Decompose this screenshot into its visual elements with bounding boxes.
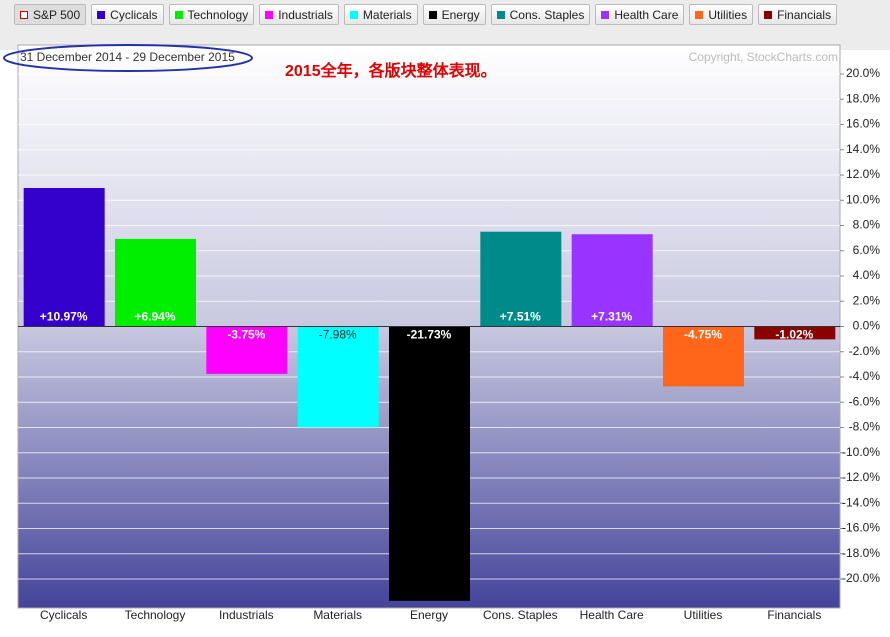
legend-swatch xyxy=(601,10,610,19)
legend-swatch xyxy=(349,10,358,19)
bar xyxy=(115,238,196,327)
highlight-ellipse xyxy=(3,44,253,72)
y-tick-label: 14.0% xyxy=(846,142,880,156)
legend-label: Cyclicals xyxy=(110,7,158,22)
x-tick-label: Financials xyxy=(767,608,821,622)
value-label: -21.73% xyxy=(407,328,452,342)
value-label: -4.75% xyxy=(684,328,722,342)
legend-label: Health Care xyxy=(614,7,679,22)
y-tick-label: -14.0% xyxy=(842,495,880,509)
bar xyxy=(571,234,653,327)
x-tick-label: Cons. Staples xyxy=(483,608,558,622)
y-tick-label: -12.0% xyxy=(842,470,880,484)
y-tick-label: -8.0% xyxy=(849,420,881,434)
bar xyxy=(663,326,744,387)
legend-swatch xyxy=(97,10,106,19)
x-tick-label: Utilities xyxy=(684,608,723,622)
x-tick-label: Technology xyxy=(125,608,186,622)
legend-button[interactable]: Industrials xyxy=(259,4,339,25)
legend-label: Energy xyxy=(441,7,480,22)
y-tick-label: -6.0% xyxy=(849,394,881,408)
benchmark-button[interactable]: S&P 500 xyxy=(14,4,87,25)
bar xyxy=(297,326,379,428)
y-tick-label: 10.0% xyxy=(846,192,880,206)
legend-label: Cons. Staples xyxy=(509,7,585,22)
y-tick-label: -4.0% xyxy=(849,369,881,383)
annotation: 2015全年，各版块整体表现。 xyxy=(285,61,497,80)
y-tick-label: -16.0% xyxy=(842,521,880,535)
legend-label: Financials xyxy=(777,7,832,22)
legend-label: Utilities xyxy=(708,7,748,22)
bar xyxy=(206,326,288,374)
y-tick-label: 0.0% xyxy=(853,319,881,333)
copyright: Copyright, StockCharts.com xyxy=(689,50,838,64)
bar xyxy=(754,326,836,340)
legend-swatch xyxy=(764,10,773,19)
legend-button[interactable]: Utilities xyxy=(689,4,754,25)
value-label: +7.31% xyxy=(591,310,632,324)
legend-swatch xyxy=(695,10,704,19)
legend-button[interactable]: Technology xyxy=(168,4,255,25)
y-tick-label: 16.0% xyxy=(846,117,880,131)
legend-swatch xyxy=(265,10,274,19)
y-tick-label: 12.0% xyxy=(846,167,880,181)
legend-label: Technology xyxy=(187,7,249,22)
y-tick-label: 8.0% xyxy=(853,218,881,232)
legend-swatch xyxy=(174,10,183,19)
y-tick-label: -20.0% xyxy=(842,571,880,585)
value-label: +10.97% xyxy=(40,310,88,324)
legend-label: Industrials xyxy=(278,7,333,22)
benchmark-label: S&P 500 xyxy=(33,7,81,22)
legend: S&P 500 Cyclicals Technology Industrials Ma… xyxy=(14,4,838,25)
legend-button[interactable]: Cyclicals xyxy=(91,4,164,25)
value-label: +6.94% xyxy=(134,310,175,324)
legend-button[interactable]: Energy xyxy=(422,4,486,25)
legend-button[interactable]: Materials xyxy=(343,4,418,25)
x-tick-label: Materials xyxy=(313,608,362,622)
y-tick-label: 18.0% xyxy=(846,91,880,105)
x-tick-label: Energy xyxy=(410,608,448,622)
value-label: -1.02% xyxy=(775,328,813,342)
legend-label: Materials xyxy=(362,7,412,22)
legend-button[interactable]: Financials xyxy=(758,4,838,25)
legend-swatch xyxy=(496,10,505,19)
y-tick-label: 6.0% xyxy=(853,243,881,257)
value-label: -3.75% xyxy=(227,328,265,342)
date-range: 31 December 2014 - 29 December 2015 xyxy=(20,50,235,64)
y-tick-label: 2.0% xyxy=(853,293,881,307)
x-tick-label: Cyclicals xyxy=(40,608,87,622)
y-tick-label: -2.0% xyxy=(849,344,881,358)
x-tick-label: Industrials xyxy=(219,608,274,622)
y-tick-label: 4.0% xyxy=(853,268,881,282)
checkbox xyxy=(20,10,28,19)
value-label: +7.51% xyxy=(500,310,541,324)
bar xyxy=(23,188,105,327)
x-tick-label: Health Care xyxy=(580,608,644,622)
y-tick-label: 20.0% xyxy=(846,66,880,80)
legend-button[interactable]: Health Care xyxy=(595,4,685,25)
bar xyxy=(389,326,470,601)
legend-swatch xyxy=(428,10,437,19)
value-label: -7.98% xyxy=(319,328,357,342)
y-tick-label: -10.0% xyxy=(842,445,880,459)
y-tick-label: -18.0% xyxy=(842,546,880,560)
legend-button[interactable]: Cons. Staples xyxy=(490,4,591,25)
bar xyxy=(480,231,562,327)
